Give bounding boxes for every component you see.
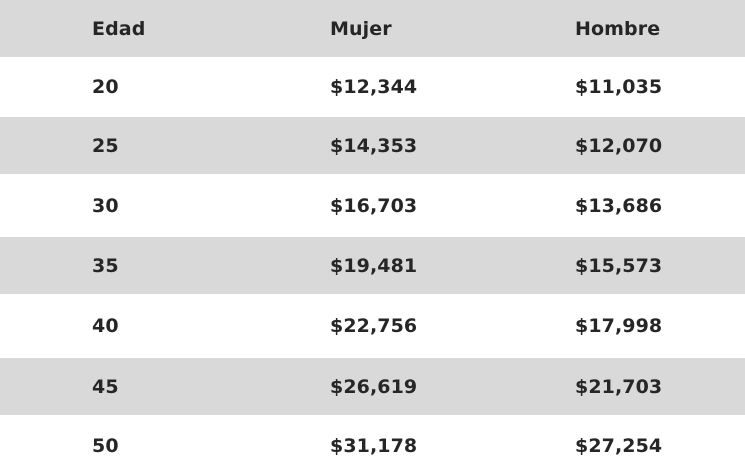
cell-hombre: $11,035 [575,76,663,98]
cell-edad: 50 [92,434,119,457]
cell-edad: 25 [92,134,119,157]
table-row: 40 $22,756 $17,998 [0,294,745,358]
cell-mujer: $31,178 [330,434,418,457]
cell-mujer: $19,481 [330,254,418,277]
cell-edad: 40 [92,315,119,337]
table-row: 20 $12,344 $11,035 [0,57,745,117]
cell-mujer: $12,344 [330,76,418,98]
table-row: 35 $19,481 $15,573 [0,237,745,294]
table-header-row: Edad Mujer Hombre [0,0,745,57]
cell-hombre: $17,998 [575,315,663,337]
cell-edad: 30 [92,194,119,217]
cell-hombre: $13,686 [575,194,663,217]
cell-hombre: $12,070 [575,134,663,157]
table-row: 30 $16,703 $13,686 [0,174,745,237]
header-hombre: Hombre [575,17,661,40]
header-mujer: Mujer [330,17,392,40]
cell-hombre: $15,573 [575,254,663,277]
cell-edad: 45 [92,375,119,398]
cell-mujer: $22,756 [330,315,418,337]
table-row: 25 $14,353 $12,070 [0,117,745,174]
header-edad: Edad [92,17,146,40]
cell-hombre: $27,254 [575,434,663,457]
cell-mujer: $14,353 [330,134,418,157]
table-row: 45 $26,619 $21,703 [0,358,745,415]
cell-mujer: $16,703 [330,194,418,217]
cell-mujer: $26,619 [330,375,418,398]
table-row: 50 $31,178 $27,254 [0,415,745,476]
cell-edad: 35 [92,254,119,277]
cell-hombre: $21,703 [575,375,663,398]
cell-edad: 20 [92,76,119,98]
